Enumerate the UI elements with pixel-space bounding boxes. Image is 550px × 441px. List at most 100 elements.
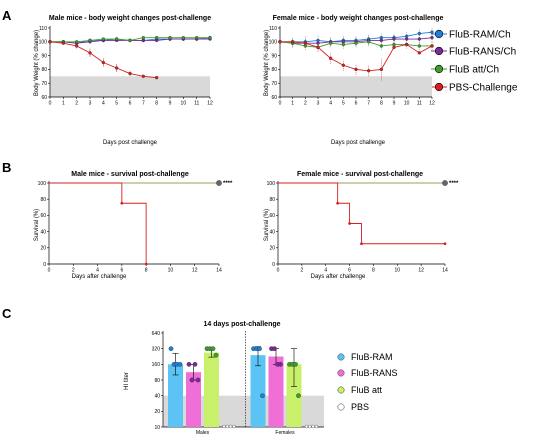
legend-marker-att (434, 64, 444, 74)
legend-c-marker-rans (337, 369, 345, 377)
legend-marker-rans (434, 46, 444, 56)
panel-letter-b: B (2, 160, 11, 175)
x-tick-label: 4 (102, 101, 105, 107)
end-marker (216, 180, 222, 186)
x-tick-label: 1 (291, 101, 294, 107)
data-point (293, 361, 298, 367)
data-point (303, 41, 307, 45)
data-point (360, 242, 363, 246)
data-point (186, 361, 192, 367)
legend-c: FluB-RAM FluB-RANS FluB att PBS (337, 352, 398, 412)
y-tick-label: 60 (40, 213, 46, 219)
bar (204, 352, 219, 427)
data-point (75, 40, 79, 44)
data-point (296, 393, 301, 399)
x-category-label: Females (275, 430, 295, 436)
x-tick-label: 9 (393, 101, 396, 107)
data-point (195, 377, 201, 383)
plot-b-female: 0 20 40 60 80 100 0 2 4 6 8 10 12 14 **** (267, 180, 459, 274)
data-point (329, 56, 333, 61)
data-point (430, 36, 434, 40)
x-tick-label: 10 (168, 268, 174, 274)
bar (250, 355, 266, 427)
y-tick-label: 80 (41, 67, 47, 73)
data-point-pbs (304, 424, 309, 429)
data-point (128, 71, 132, 76)
data-point (115, 66, 119, 70)
x-tick-label: 0 (277, 268, 280, 274)
data-point (141, 36, 145, 40)
data-point (417, 37, 421, 41)
plot-b-male: 0 20 40 60 80 100 0 2 4 6 8 10 12 14 **** (38, 180, 233, 274)
y-tick-label: 90 (41, 53, 47, 59)
data-point (141, 38, 145, 43)
x-tick-label: 0 (48, 268, 51, 274)
panel-letter-c: C (2, 306, 12, 321)
x-tick-label: 0 (279, 101, 282, 107)
x-tick-label: 9 (169, 101, 172, 107)
legend-item-att: FluB att/Ch (431, 65, 499, 76)
y-tick-label: 40 (269, 229, 275, 235)
data-point (405, 37, 409, 41)
x-tick-label: 2 (75, 101, 78, 107)
significance-label: **** (449, 181, 459, 187)
data-point-pbs (311, 424, 315, 429)
data-point (181, 36, 185, 40)
xlabel-b-female: Days after challenge (311, 274, 366, 280)
data-point (177, 361, 183, 367)
data-point (348, 222, 351, 225)
x-tick-label: 4 (96, 268, 99, 274)
data-point-pbs (308, 424, 312, 429)
legend-c-marker-pbs (337, 403, 345, 411)
x-tick-label: 7 (142, 101, 145, 107)
legend-item-ram: FluB-RAM/Ch (431, 30, 511, 41)
legend-label-pbs: PBS-Challenge (449, 83, 518, 94)
data-point-pbs (225, 424, 230, 429)
xlabel-b-male: Days after challenge (72, 274, 127, 280)
y-tick-label: 10 (154, 425, 160, 431)
data-point (257, 346, 262, 352)
data-point (141, 74, 145, 78)
chart-title-c: 14 days post-challenge (203, 321, 280, 328)
x-tick-label: 14 (216, 268, 222, 274)
chart-title-a-male: Male mice - body weight changes post-cha… (49, 15, 211, 22)
y-tick-label: 60 (41, 95, 47, 101)
x-tick-label: 12 (192, 268, 198, 274)
data-point (316, 45, 320, 49)
y-tick-label: 110 (39, 26, 47, 32)
legend-c-item-ram: FluB-RAM (337, 352, 393, 362)
data-point (430, 30, 434, 34)
y-tick-label: 60 (271, 95, 277, 101)
legend-item-pbs: PBS-Challenge (431, 83, 518, 94)
legend-c-item-rans: FluB-RANS (337, 368, 398, 378)
data-point (291, 40, 295, 44)
data-point (101, 37, 105, 41)
legend-c-item-pbs: PBS (337, 402, 369, 412)
panel-letter-a: A (2, 8, 12, 23)
x-tick-label: 8 (372, 268, 375, 274)
x-tick-label: 11 (194, 101, 199, 107)
y-tick-label: 20 (40, 246, 46, 252)
x-tick-label: 6 (355, 101, 358, 107)
data-point (210, 346, 216, 352)
y-tick-label: 20 (154, 409, 160, 415)
data-point (101, 60, 105, 65)
data-point (208, 36, 212, 40)
data-point (430, 44, 434, 48)
x-tick-label: 1 (62, 101, 65, 107)
bar (186, 372, 201, 427)
ylabel-b-female: Survival (%) (264, 209, 270, 241)
ylabel-a-female: Body Weight (% change) (264, 30, 270, 96)
x-tick-label: 3 (317, 101, 320, 107)
data-point (392, 42, 396, 47)
data-point (155, 36, 159, 40)
legend-c-label-pbs: PBS (351, 402, 369, 412)
ylabel-b-male: Survival (%) (34, 209, 40, 241)
bar (168, 364, 183, 427)
data-point (443, 242, 447, 246)
data-point (128, 38, 132, 43)
y-tick-label: 320 (152, 346, 161, 352)
x-tick-label: 2 (300, 268, 303, 274)
xlabel-a-male: Days post challenge (103, 140, 158, 146)
